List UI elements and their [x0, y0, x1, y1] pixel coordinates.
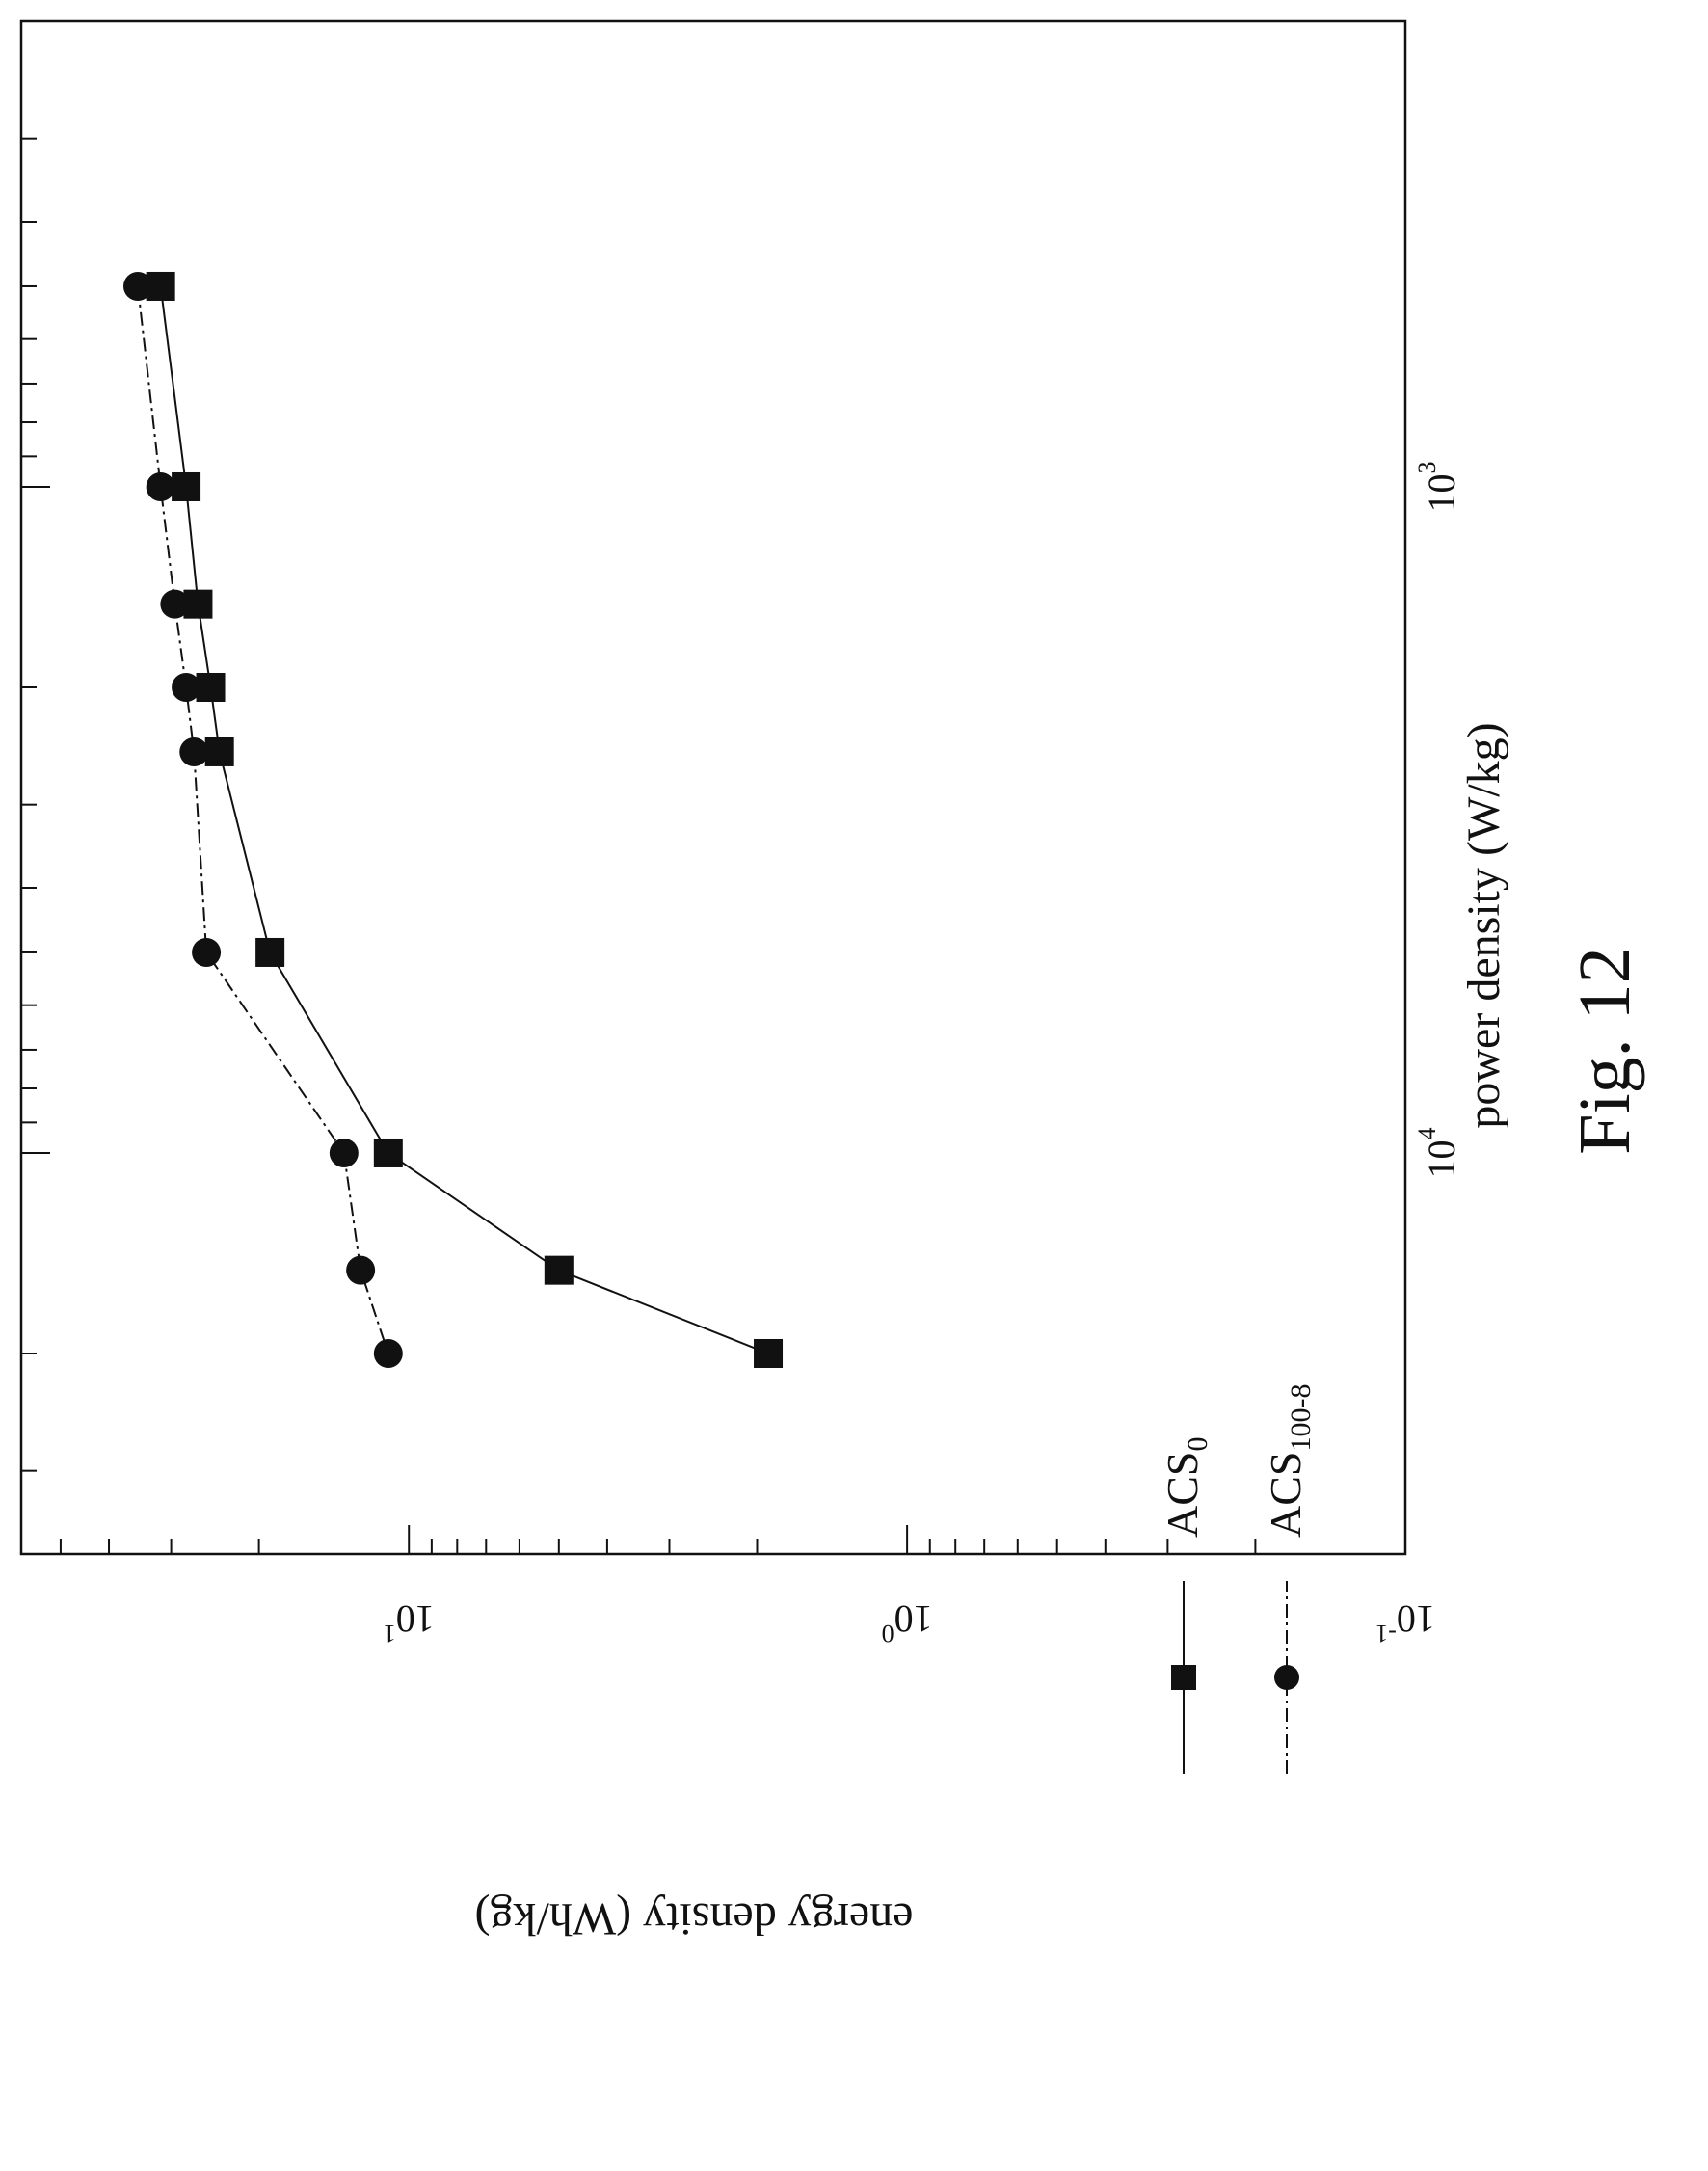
- plot-frame: [19, 19, 1407, 1556]
- data-point-circle: [192, 937, 222, 967]
- legend-marker-circle: [1274, 1665, 1299, 1690]
- data-point-square: [196, 672, 226, 702]
- y-tick-label-exp: 0: [882, 1620, 894, 1648]
- data-point-square: [204, 737, 234, 766]
- axis-ticks: [20, 20, 1406, 1555]
- legend-series-name-1: ACS: [1158, 1452, 1207, 1538]
- series-layer: [122, 271, 784, 1368]
- y-tick-label-base: 10: [396, 1597, 435, 1641]
- data-point-square: [255, 937, 285, 967]
- y-tick-label-base: 10: [894, 1597, 933, 1641]
- legend-series-name-2: ACS: [1261, 1452, 1310, 1538]
- x-tick-label-text: 103: [1413, 461, 1463, 512]
- series-line-2: [137, 285, 389, 1354]
- x-tick-label-base: 10: [1420, 1139, 1463, 1178]
- legend-label-acs100-8: ACS100-8: [1261, 1384, 1317, 1538]
- x-tick-label: 103: [1413, 461, 1463, 512]
- y-tick-label: 101: [384, 1597, 435, 1648]
- y-tick-label-text: 101: [384, 1597, 435, 1648]
- data-point-circle: [329, 1138, 359, 1167]
- data-point-circle: [146, 471, 175, 501]
- x-axis-label: power density (W/kg): [1458, 722, 1509, 1128]
- data-point-square: [172, 471, 201, 501]
- data-point-circle: [122, 271, 152, 301]
- y-tick-label-base: 10: [1397, 1597, 1435, 1641]
- data-point-circle: [172, 672, 201, 702]
- x-tick-label-exp: 4: [1413, 1127, 1441, 1139]
- y-axis-label: energy density (Wh/kg): [475, 1893, 914, 1944]
- data-point-square: [544, 1255, 574, 1285]
- y-tick-label-exp: 1: [384, 1620, 396, 1648]
- data-point-circle: [179, 737, 209, 766]
- y-tick-label-text: 100: [882, 1597, 933, 1648]
- x-tick-label-text: 104: [1413, 1127, 1463, 1178]
- y-tick-label: 10-1: [1375, 1597, 1435, 1648]
- series-line-1: [159, 285, 769, 1354]
- data-point-circle: [346, 1255, 376, 1285]
- y-tick-label: 100: [882, 1597, 933, 1648]
- data-point-circle: [373, 1338, 403, 1368]
- x-tick-label-base: 10: [1420, 473, 1463, 512]
- legend-marker-square: [1171, 1665, 1196, 1690]
- figure-caption: Fig. 12: [1564, 947, 1645, 1154]
- x-tick-label: 104: [1413, 1127, 1463, 1178]
- data-point-square: [373, 1138, 403, 1167]
- legend: ACS0 ACS100-8: [1158, 1384, 1317, 1774]
- legend-series-sub-2: 100-8: [1285, 1384, 1317, 1452]
- data-point-square: [754, 1338, 784, 1368]
- y-tick-label-exp: -1: [1375, 1620, 1397, 1648]
- y-tick-label-text: 10-1: [1375, 1597, 1435, 1648]
- data-point-circle: [160, 589, 190, 619]
- legend-series-sub-1: 0: [1182, 1437, 1214, 1452]
- legend-label-acs0: ACS0: [1158, 1437, 1214, 1538]
- x-tick-label-exp: 3: [1413, 461, 1441, 473]
